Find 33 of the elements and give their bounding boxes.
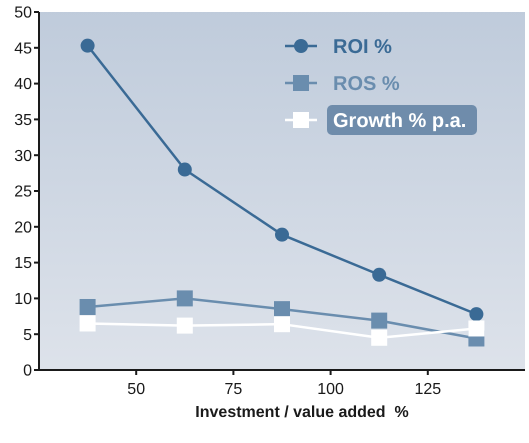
y-tick-label: 40: [14, 76, 32, 94]
y-tick-label: 10: [14, 291, 32, 308]
point: [275, 228, 289, 242]
point: [80, 298, 96, 315]
y-tick-label: 5: [23, 326, 32, 344]
y-tick-label: 45: [14, 40, 32, 58]
point: [371, 312, 388, 329]
x-tick-label: 75: [224, 381, 242, 398]
y-tick-label: 50: [14, 4, 32, 22]
x-tick-label: 50: [127, 381, 146, 398]
legend-label: ROS %: [333, 73, 400, 95]
point: [80, 315, 96, 332]
x-tick-label: 100: [317, 381, 344, 398]
point: [80, 38, 95, 53]
point: [274, 316, 290, 332]
y-tick-label: 20: [14, 219, 32, 236]
point: [372, 268, 386, 282]
x-axis-title: Investment / value added %: [195, 404, 409, 421]
point: [274, 301, 290, 318]
point: [178, 162, 192, 177]
point: [176, 290, 193, 306]
y-tick-label: 0: [23, 362, 32, 380]
y-tick-label: 25: [14, 184, 32, 201]
point: [371, 330, 388, 346]
y-tick-label: 35: [14, 112, 32, 129]
y-tick-label: 30: [14, 148, 32, 165]
legend-label: Growth % p.a.: [333, 110, 466, 132]
point: [176, 318, 193, 334]
legend-label: ROI %: [333, 36, 392, 58]
y-tick-label: 15: [14, 255, 32, 272]
point: [469, 307, 484, 322]
x-tick-label: 125: [414, 381, 442, 398]
point: [468, 320, 484, 336]
